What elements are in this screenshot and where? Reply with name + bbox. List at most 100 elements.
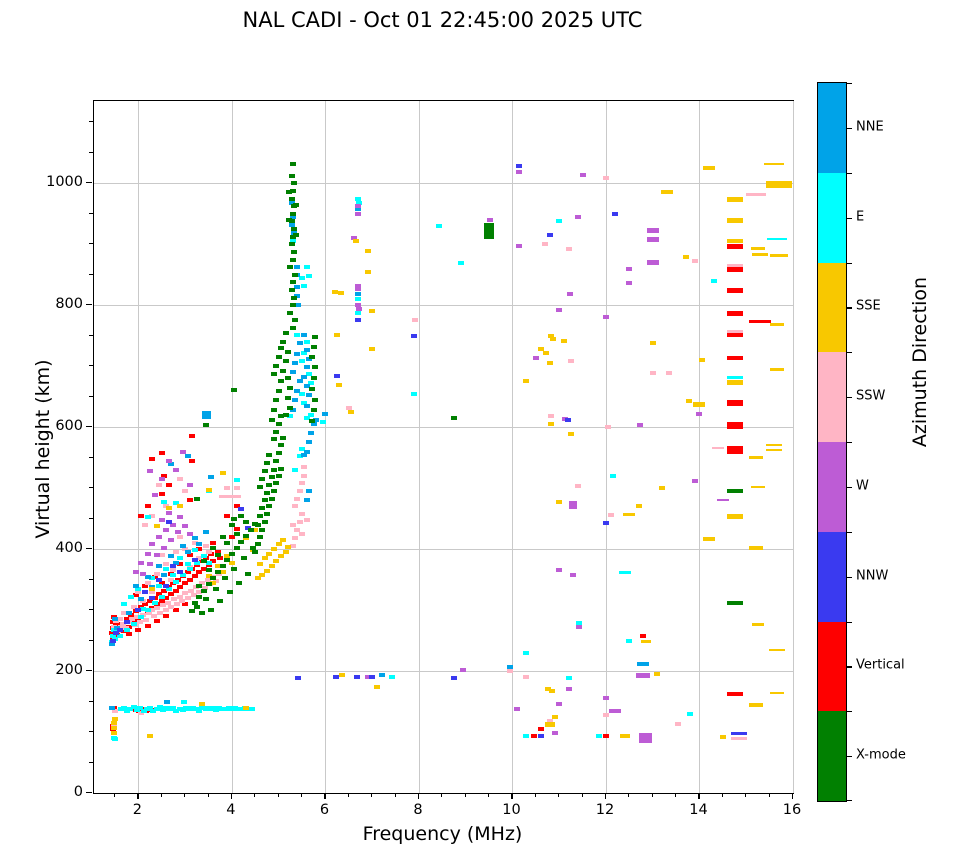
data-point bbox=[355, 303, 362, 308]
data-point bbox=[242, 536, 249, 541]
data-point bbox=[626, 267, 633, 272]
data-point bbox=[109, 633, 116, 638]
data-point bbox=[158, 580, 165, 585]
data-point bbox=[331, 290, 338, 295]
data-point bbox=[182, 489, 189, 494]
data-point bbox=[556, 500, 563, 505]
data-point bbox=[156, 592, 163, 597]
data-point bbox=[289, 280, 296, 285]
data-point bbox=[275, 355, 282, 360]
data-point bbox=[294, 294, 301, 299]
data-point bbox=[177, 556, 184, 561]
x-major-tick bbox=[698, 793, 700, 799]
data-point bbox=[199, 706, 206, 711]
data-point bbox=[203, 530, 210, 535]
data-point bbox=[299, 359, 306, 364]
data-point bbox=[278, 345, 285, 350]
data-point bbox=[163, 566, 170, 571]
data-point bbox=[126, 611, 133, 616]
data-point bbox=[487, 217, 494, 222]
data-point bbox=[289, 214, 296, 219]
data-point bbox=[636, 423, 643, 428]
x-tick-label: 16 bbox=[782, 802, 802, 818]
colorbar-tick bbox=[847, 397, 852, 399]
data-point bbox=[191, 600, 198, 605]
data-point bbox=[595, 734, 602, 739]
data-point bbox=[702, 166, 715, 171]
data-point bbox=[547, 333, 554, 338]
data-point bbox=[460, 668, 467, 673]
data-point bbox=[205, 582, 212, 587]
data-point bbox=[693, 401, 706, 407]
data-point bbox=[147, 598, 154, 603]
data-point bbox=[112, 708, 119, 713]
data-point bbox=[726, 514, 743, 520]
data-point bbox=[149, 456, 156, 461]
data-point bbox=[111, 716, 118, 721]
data-point bbox=[712, 446, 725, 449]
colorbar-segment-w bbox=[818, 442, 846, 532]
data-point bbox=[288, 196, 295, 201]
data-point bbox=[184, 595, 191, 600]
data-point bbox=[602, 695, 609, 700]
data-point bbox=[111, 617, 118, 622]
data-point bbox=[147, 705, 154, 710]
data-point bbox=[623, 513, 636, 517]
data-point bbox=[179, 573, 186, 578]
colorbar-segment-e bbox=[818, 172, 846, 263]
data-point bbox=[203, 422, 210, 427]
data-point bbox=[252, 527, 259, 532]
data-point bbox=[313, 417, 320, 422]
data-point bbox=[288, 200, 295, 205]
data-point bbox=[355, 310, 362, 315]
data-point bbox=[205, 562, 212, 567]
data-point bbox=[312, 365, 319, 370]
data-point bbox=[156, 610, 163, 615]
data-point bbox=[749, 319, 772, 323]
data-point bbox=[320, 420, 327, 425]
data-point bbox=[551, 714, 558, 719]
data-point bbox=[273, 559, 280, 564]
data-point bbox=[121, 611, 128, 616]
data-point bbox=[158, 594, 165, 599]
colorbar-category-label: SSW bbox=[856, 388, 886, 404]
x-minor-tick bbox=[675, 793, 677, 797]
data-point bbox=[196, 583, 203, 588]
gridline-horizontal bbox=[94, 427, 793, 429]
data-point bbox=[134, 708, 140, 713]
data-point bbox=[168, 461, 175, 466]
data-point bbox=[726, 287, 743, 293]
data-point bbox=[768, 649, 785, 652]
data-point bbox=[696, 412, 703, 417]
gridline-vertical bbox=[699, 101, 701, 793]
data-point bbox=[290, 295, 297, 300]
data-point bbox=[142, 589, 149, 594]
data-point bbox=[282, 359, 289, 364]
data-point bbox=[288, 222, 295, 227]
data-point bbox=[293, 233, 300, 238]
data-point bbox=[290, 227, 297, 232]
data-point bbox=[565, 247, 572, 252]
data-point bbox=[530, 734, 537, 739]
data-point bbox=[186, 566, 193, 571]
data-point bbox=[181, 699, 188, 704]
data-point bbox=[560, 339, 567, 344]
data-point bbox=[726, 445, 743, 454]
data-point bbox=[605, 425, 612, 430]
x-minor-tick bbox=[371, 793, 373, 797]
data-point bbox=[193, 560, 200, 565]
data-point bbox=[266, 504, 273, 509]
data-point bbox=[356, 200, 363, 205]
data-point bbox=[292, 467, 299, 472]
data-point bbox=[164, 699, 171, 704]
data-point bbox=[204, 577, 211, 582]
data-point bbox=[636, 672, 651, 678]
data-point bbox=[179, 544, 186, 549]
data-point bbox=[172, 608, 179, 613]
data-point bbox=[219, 534, 226, 539]
data-point bbox=[567, 359, 574, 364]
data-point bbox=[726, 375, 743, 379]
data-point bbox=[207, 608, 214, 613]
colorbar-tick bbox=[847, 307, 852, 309]
colorbar-category-label: E bbox=[856, 209, 865, 225]
